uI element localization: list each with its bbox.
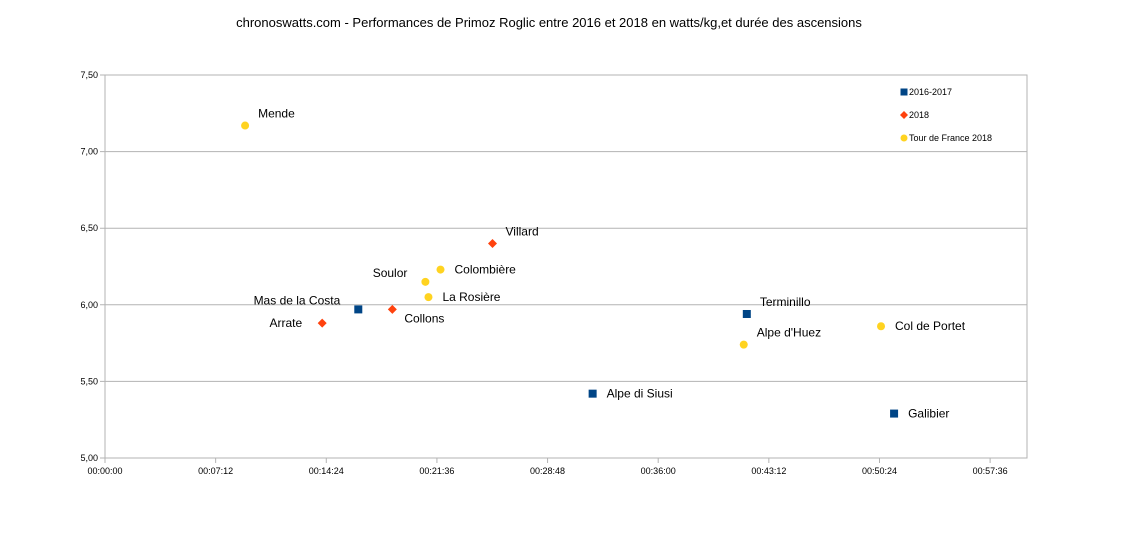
legend-label: Tour de France 2018 (909, 133, 992, 143)
data-point (742, 309, 751, 318)
x-tick-label: 00:07:12 (198, 466, 233, 476)
x-tick-label: 00:00:00 (87, 466, 122, 476)
data-label: Arrate (269, 316, 302, 330)
x-tick-label: 00:36:00 (641, 466, 676, 476)
data-point (739, 340, 748, 349)
data-point (877, 322, 886, 331)
x-tick-label: 00:57:36 (973, 466, 1008, 476)
x-tick-label: 00:28:48 (530, 466, 565, 476)
data-point (487, 239, 497, 249)
legend-marker (900, 111, 908, 119)
legend-label: 2016-2017 (909, 87, 952, 97)
x-tick-label: 00:43:12 (751, 466, 786, 476)
data-label: Villard (505, 225, 538, 239)
legend-label: 2018 (909, 110, 929, 120)
data-point (387, 304, 397, 314)
y-tick-label: 6,50 (80, 223, 98, 233)
data-label: La Rosière (442, 290, 500, 304)
y-tick-label: 7,00 (80, 147, 98, 157)
data-label: Mende (258, 107, 295, 121)
data-label: Mas de la Costa (254, 293, 341, 307)
x-tick-label: 00:50:24 (862, 466, 897, 476)
x-tick-label: 00:14:24 (309, 466, 344, 476)
legend-marker (900, 134, 908, 142)
y-tick-label: 5,00 (80, 453, 98, 463)
data-point (890, 409, 899, 418)
data-label: Alpe di Siusi (607, 387, 673, 401)
legend-marker (900, 88, 908, 96)
plot-area (104, 74, 1028, 459)
data-label: Colombière (455, 263, 517, 277)
data-point (436, 265, 445, 274)
data-point (421, 277, 430, 286)
data-point (241, 121, 250, 130)
data-point (588, 389, 597, 398)
data-point (424, 293, 433, 302)
data-point (354, 305, 363, 314)
chart-title: chronoswatts.com - Performances de Primo… (236, 15, 862, 30)
data-label: Alpe d'Huez (757, 326, 821, 340)
x-tick-label: 00:21:36 (419, 466, 454, 476)
y-tick-label: 7,50 (80, 70, 98, 80)
y-tick-label: 6,00 (80, 300, 98, 310)
data-label: Collons (404, 311, 444, 325)
data-point (317, 318, 327, 328)
data-label: Terminillo (760, 295, 811, 309)
data-label: Soulor (373, 266, 408, 280)
data-label: Col de Portet (895, 319, 966, 333)
data-label: Galibier (908, 407, 949, 421)
y-tick-label: 5,50 (80, 376, 98, 386)
